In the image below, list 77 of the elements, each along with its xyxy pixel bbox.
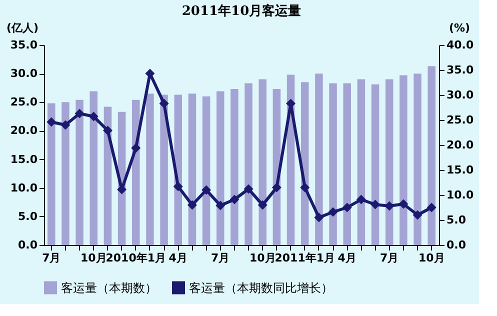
x-tick-label: 4月 <box>168 252 188 264</box>
point <box>202 185 212 195</box>
bar <box>48 103 56 245</box>
point <box>384 201 394 211</box>
y2-tick-label: 35.0 <box>446 64 474 76</box>
y-tick-label: 30.0 <box>10 67 38 80</box>
y-tick-label: 5.0 <box>18 210 38 223</box>
x-tick-label: 7月 <box>211 252 230 264</box>
bar <box>385 79 394 245</box>
bar <box>230 89 238 245</box>
chart-title: 2011年10月客运量 <box>182 3 302 19</box>
point <box>258 200 268 210</box>
bar <box>188 94 196 245</box>
point <box>74 108 84 118</box>
bar <box>414 74 422 245</box>
y-tick-label: 25.0 <box>10 96 38 109</box>
bar <box>315 74 323 245</box>
point <box>131 143 141 153</box>
x-tick-label: 4月 <box>338 252 356 264</box>
bar <box>357 79 366 245</box>
bar <box>76 100 84 245</box>
point <box>187 200 197 210</box>
y2-tick-label: 30.0 <box>446 88 474 102</box>
bar <box>216 91 224 245</box>
y2-tick-label: 25.0 <box>446 114 474 126</box>
x-tick-label: 2010年1月 <box>106 252 166 264</box>
point <box>356 194 366 204</box>
legend-label: 客运量（本期数） <box>61 280 157 295</box>
y-tick-label: 15.0 <box>10 152 38 166</box>
bar <box>400 75 408 245</box>
y-axis-title: (亿人) <box>6 22 39 34</box>
x-tick-label: 10月 <box>418 252 445 264</box>
bar <box>343 83 351 245</box>
point <box>102 126 112 136</box>
x-tick-label: 10月 <box>80 252 107 264</box>
bar <box>244 83 252 245</box>
y2-tick-label: 20.0 <box>446 138 474 152</box>
bar <box>146 94 154 245</box>
y2-axis-title: (%) <box>448 22 470 34</box>
bar <box>371 84 380 245</box>
point <box>412 210 422 220</box>
point <box>398 199 408 209</box>
y-tick-label: 0.0 <box>18 238 38 252</box>
point <box>60 120 70 130</box>
bar <box>90 91 98 245</box>
point <box>173 182 183 192</box>
point <box>314 212 324 222</box>
x-tick-label: 7月 <box>380 252 399 264</box>
y2-tick-label: 40.0 <box>446 38 474 52</box>
y2-tick-label: 15.0 <box>446 164 474 176</box>
y2-tick-label: 10.0 <box>446 188 474 202</box>
point <box>370 200 380 210</box>
point <box>230 194 240 204</box>
y2-tick-label: 0.0 <box>446 238 466 252</box>
point <box>328 207 338 217</box>
point <box>300 182 310 192</box>
y-tick-label: 35.0 <box>10 38 38 52</box>
point <box>216 200 226 210</box>
bar <box>329 83 337 245</box>
bar <box>428 66 436 245</box>
point <box>46 117 56 127</box>
x-tick-label: 7月 <box>42 252 61 264</box>
y-tick-label: 10.0 <box>10 181 38 194</box>
point <box>88 112 98 122</box>
x-tick-label: 2011年1月 <box>274 252 336 264</box>
bar <box>258 79 266 245</box>
point <box>244 184 254 194</box>
legend-label: 客运量（本期数同比增长） <box>189 280 333 295</box>
bar <box>202 96 210 245</box>
y2-tick-label: 5.0 <box>446 214 466 226</box>
y-tick-label: 20.0 <box>10 124 38 138</box>
point <box>426 202 436 212</box>
x-tick-label: 10月 <box>249 252 276 264</box>
point <box>159 98 169 108</box>
bar <box>62 102 70 245</box>
point <box>342 202 352 212</box>
point <box>272 182 282 192</box>
